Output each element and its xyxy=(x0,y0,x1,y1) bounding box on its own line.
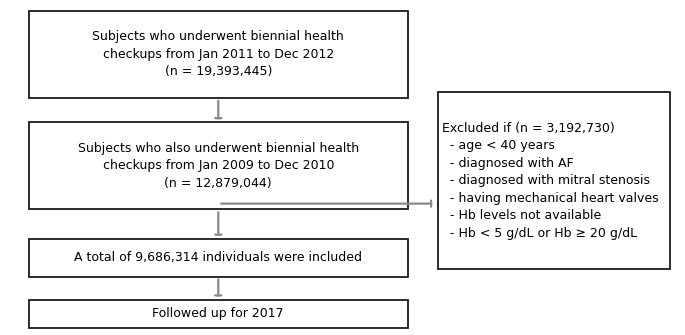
FancyBboxPatch shape xyxy=(29,122,408,209)
FancyBboxPatch shape xyxy=(29,299,408,328)
FancyBboxPatch shape xyxy=(438,92,670,269)
Text: Subjects who underwent biennial health
checkups from Jan 2011 to Dec 2012
(n = 1: Subjects who underwent biennial health c… xyxy=(92,30,344,78)
FancyBboxPatch shape xyxy=(29,239,408,277)
FancyBboxPatch shape xyxy=(29,11,408,98)
Text: A total of 9,686,314 individuals were included: A total of 9,686,314 individuals were in… xyxy=(74,251,362,264)
Text: Excluded if (n = 3,192,730)
  - age < 40 years
  - diagnosed with AF
  - diagnos: Excluded if (n = 3,192,730) - age < 40 y… xyxy=(442,122,658,240)
Text: Subjects who also underwent biennial health
checkups from Jan 2009 to Dec 2010
(: Subjects who also underwent biennial hea… xyxy=(77,142,359,190)
Text: Followed up for 2017: Followed up for 2017 xyxy=(153,307,284,320)
